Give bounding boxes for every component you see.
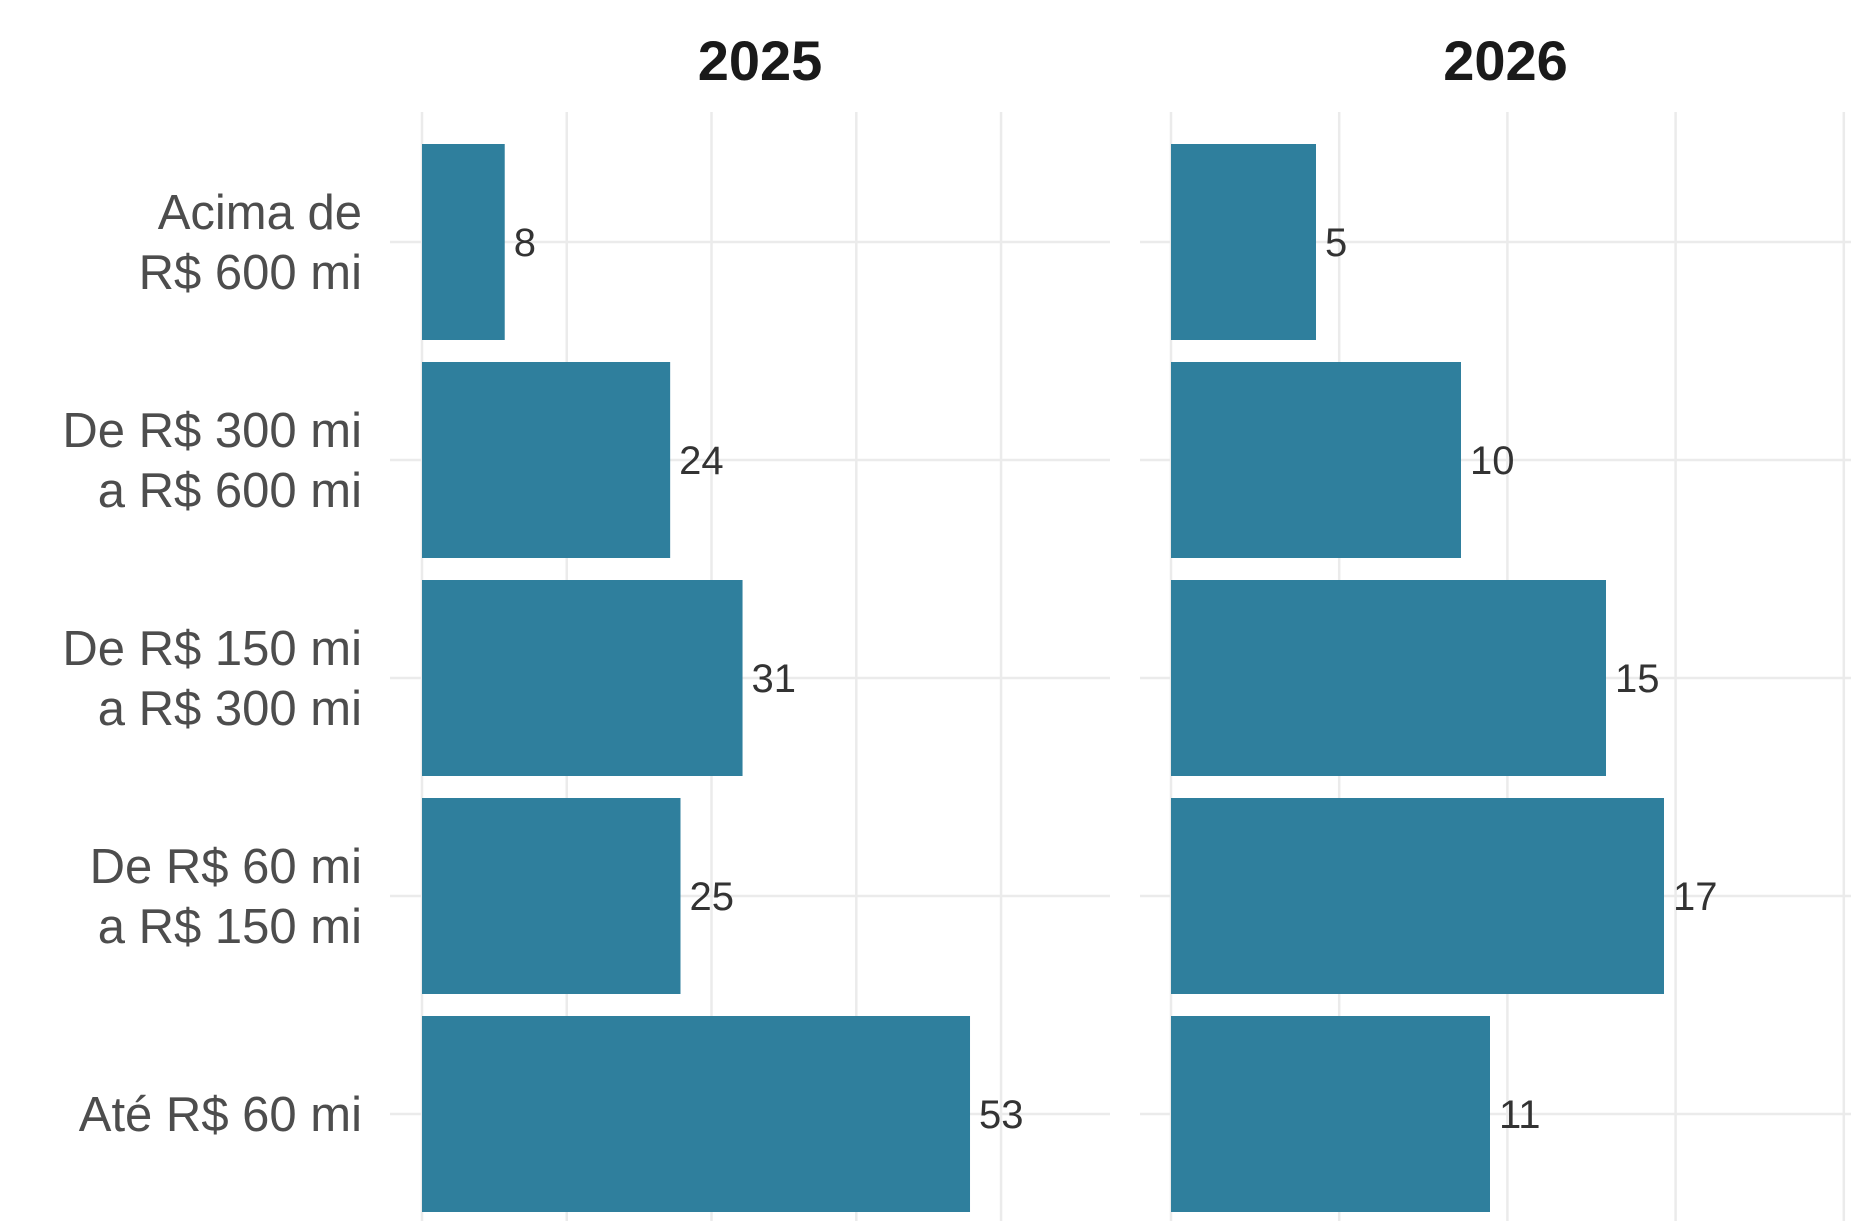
category-label-line: Acima de bbox=[158, 186, 362, 240]
category-label-line: De R$ 150 mi bbox=[62, 622, 362, 676]
bar-layer bbox=[422, 144, 1664, 1212]
bar bbox=[422, 1016, 971, 1212]
category-label: De R$ 150 mi a R$ 300 mi bbox=[62, 622, 362, 736]
facet-title: 2026 bbox=[1443, 29, 1568, 92]
category-label: Acima de R$ 600 mi bbox=[139, 186, 362, 300]
bar bbox=[1171, 798, 1664, 994]
category-label-line: Até R$ 60 mi bbox=[79, 1088, 362, 1142]
bar bbox=[422, 362, 671, 558]
category-label: De R$ 60 mi a R$ 150 mi bbox=[90, 840, 362, 954]
bar bbox=[422, 144, 505, 340]
bar-value-label: 15 bbox=[1615, 657, 1660, 701]
bar-value-label: 11 bbox=[1499, 1093, 1541, 1137]
bar bbox=[1171, 144, 1316, 340]
bar bbox=[1171, 1016, 1490, 1212]
category-label: Até R$ 60 mi bbox=[79, 1088, 362, 1142]
category-label-line: a R$ 600 mi bbox=[98, 464, 362, 518]
bar-value-label: 31 bbox=[752, 657, 797, 701]
category-label-line: a R$ 300 mi bbox=[98, 682, 362, 736]
facet-title: 2025 bbox=[698, 29, 823, 92]
bar-value-label: 17 bbox=[1673, 875, 1718, 919]
bar-value-label: 5 bbox=[1325, 221, 1347, 265]
bar bbox=[1171, 580, 1606, 776]
bar bbox=[1171, 362, 1461, 558]
label-layer: Acima de R$ 600 mi De R$ 300 mi a R$ 600 mi… bbox=[62, 29, 1717, 1142]
category-label-line: a R$ 150 mi bbox=[98, 900, 362, 954]
bar-value-label: 8 bbox=[514, 221, 536, 265]
bar-value-label: 53 bbox=[979, 1093, 1024, 1137]
category-label-line: De R$ 300 mi bbox=[62, 404, 362, 458]
category-label-line: De R$ 60 mi bbox=[90, 840, 362, 894]
bar-value-label: 10 bbox=[1470, 439, 1515, 483]
bar bbox=[422, 798, 681, 994]
bar-value-label: 24 bbox=[679, 439, 724, 483]
category-label-line: R$ 600 mi bbox=[139, 246, 362, 300]
bar bbox=[422, 580, 743, 776]
bar-value-label: 25 bbox=[690, 875, 735, 919]
category-label: De R$ 300 mi a R$ 600 mi bbox=[62, 404, 362, 518]
